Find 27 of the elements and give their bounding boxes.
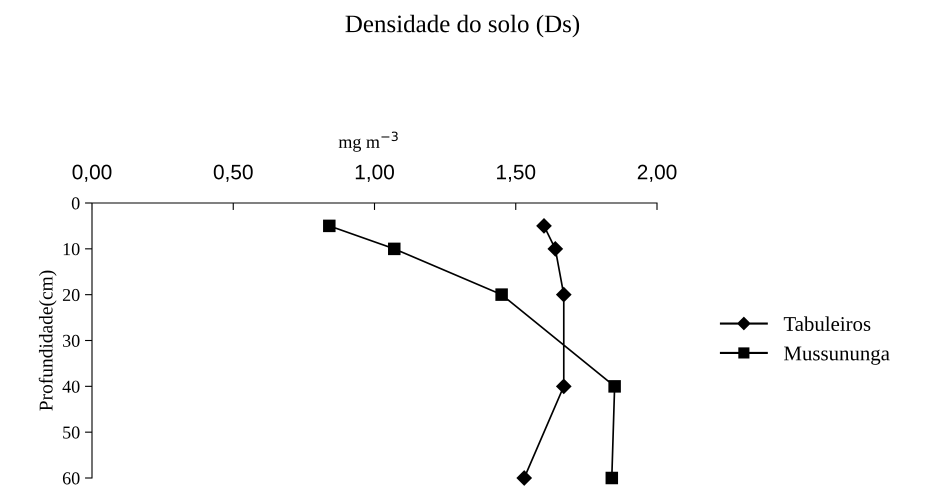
y-axis-title: Profundidade(cm) [38, 270, 57, 411]
legend-label: Mussununga [784, 346, 890, 365]
y-tick-label: 60 [62, 472, 80, 484]
chart-title: Densidade do solo (Ds) [346, 14, 580, 38]
y-tick-label: 20 [62, 288, 80, 302]
point [323, 220, 336, 232]
x-tick-label: 0,00 [72, 164, 112, 182]
x-tick-label: 1,00 [356, 164, 394, 182]
point [548, 241, 563, 256]
legend-label: Tabuleiros [784, 316, 870, 332]
point [556, 287, 572, 302]
y-tick-label: 10 [64, 243, 80, 256]
x-tick-label: 0,50 [214, 164, 253, 182]
x-tick-label: 1,50 [497, 164, 536, 182]
point [608, 380, 621, 393]
point [536, 218, 552, 234]
point [556, 378, 572, 394]
point [516, 470, 532, 486]
y-tick-label: 0 [72, 197, 80, 210]
x-tick-label: 2,00 [638, 164, 676, 182]
point [606, 472, 618, 484]
y-tick-label: 40 [62, 380, 80, 393]
point [388, 242, 401, 256]
x-axis-title: mg m$^{−3}$ [338, 132, 398, 152]
point [495, 288, 508, 301]
y-tick-label: 50 [63, 426, 80, 439]
y-tick-label: 30 [63, 334, 80, 347]
